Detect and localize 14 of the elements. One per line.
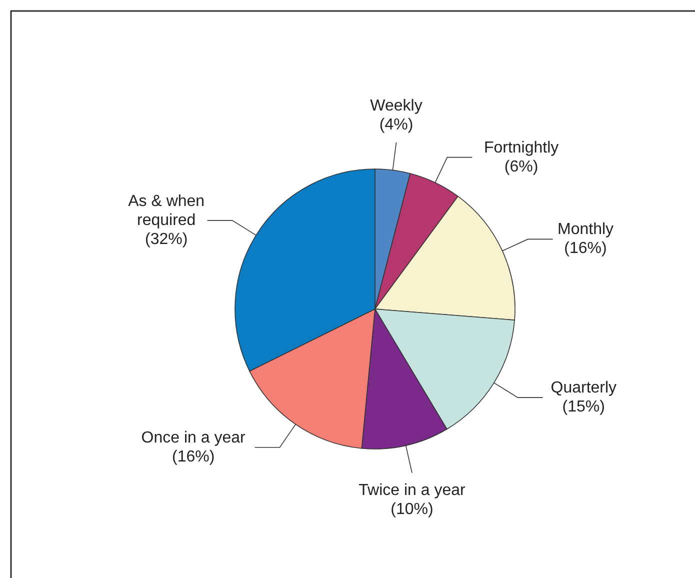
data-label: (16%) xyxy=(172,448,215,466)
data-label: (15%) xyxy=(562,398,605,416)
slice-label: Quarterly xyxy=(550,380,617,397)
slice-label: Twice in a year xyxy=(358,482,466,499)
data-label: (4%) xyxy=(379,116,414,134)
data-label: (10%) xyxy=(390,500,434,518)
slice-label: Weekly xyxy=(370,97,422,114)
data-label: (32%) xyxy=(145,230,188,248)
slice-label: Once in a year xyxy=(141,429,246,446)
slice-label: As & when required xyxy=(128,192,205,229)
slice-label: Monthly xyxy=(558,221,614,238)
data-label: (16%) xyxy=(564,240,607,258)
data-label: (6%) xyxy=(504,158,538,176)
slice-label: Fortnightly xyxy=(484,139,559,156)
